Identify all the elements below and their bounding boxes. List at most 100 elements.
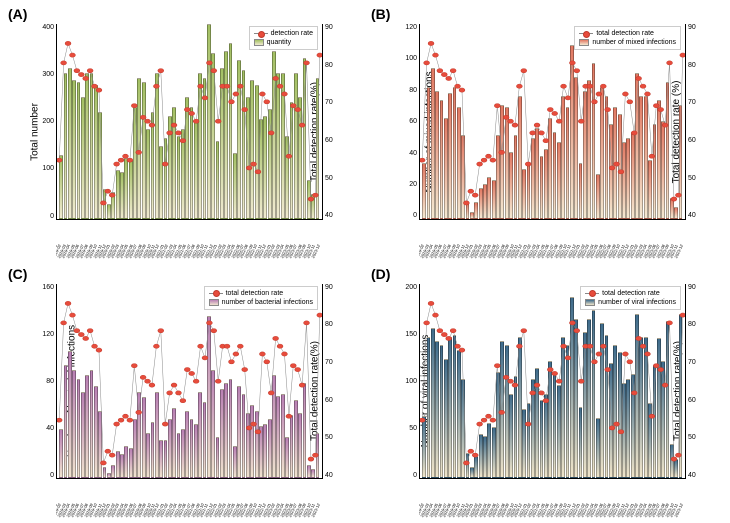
bar bbox=[177, 433, 181, 478]
legend-bar-label: number of mixed infections bbox=[592, 38, 676, 47]
legend-row-line: total detection rate bbox=[585, 289, 676, 298]
y-tick-right: 70 bbox=[688, 99, 706, 106]
bar bbox=[492, 427, 496, 478]
y-tick-left: 100 bbox=[395, 55, 417, 62]
bar bbox=[142, 82, 146, 218]
bar bbox=[635, 73, 639, 219]
bar bbox=[164, 138, 168, 218]
bar bbox=[609, 363, 613, 478]
chart-area: total detection ratenumber of bacterial … bbox=[56, 284, 323, 480]
y-tick-right: 50 bbox=[325, 175, 343, 182]
bar bbox=[587, 80, 591, 219]
bar bbox=[285, 136, 289, 219]
y-tick-left: 0 bbox=[395, 472, 417, 479]
bar bbox=[98, 411, 102, 478]
bar bbox=[311, 194, 315, 218]
bar bbox=[94, 85, 98, 219]
bar bbox=[600, 323, 604, 478]
y-tick-right: 60 bbox=[688, 137, 706, 144]
bar bbox=[224, 51, 228, 219]
bar bbox=[268, 419, 272, 478]
bar bbox=[470, 467, 474, 478]
legend: total detection ratenumber of mixed infe… bbox=[574, 26, 681, 50]
bar bbox=[298, 413, 302, 478]
y-tick-right: 50 bbox=[688, 434, 706, 441]
bar bbox=[492, 180, 496, 219]
bar bbox=[111, 192, 115, 219]
bar bbox=[566, 345, 570, 478]
bar bbox=[303, 383, 307, 478]
bar bbox=[159, 440, 163, 478]
bar bbox=[250, 80, 254, 219]
bar bbox=[483, 184, 487, 219]
x-ticks: 2019-012019-022019-032019-042019-052019-… bbox=[56, 481, 323, 519]
bar bbox=[427, 87, 431, 219]
y-tick-right: 50 bbox=[325, 434, 343, 441]
bar bbox=[622, 383, 626, 478]
chart-area: total detection ratenumber of viral infe… bbox=[419, 284, 686, 480]
bar bbox=[172, 107, 176, 219]
y-tick-left: 0 bbox=[32, 472, 54, 479]
panel-label: (B) bbox=[371, 6, 390, 22]
bar bbox=[440, 100, 444, 218]
legend-bar-label: quantity bbox=[267, 38, 292, 47]
bar bbox=[155, 73, 159, 219]
bar bbox=[592, 310, 596, 478]
bar bbox=[172, 408, 176, 478]
y-tick-right: 80 bbox=[325, 321, 343, 328]
legend: detection ratequantity bbox=[249, 26, 318, 50]
panel-label: (D) bbox=[371, 266, 390, 282]
bar bbox=[64, 365, 68, 478]
bar bbox=[229, 43, 233, 218]
bar bbox=[674, 459, 678, 478]
y-tick-left: 120 bbox=[395, 24, 417, 31]
bar bbox=[77, 82, 81, 218]
bar bbox=[596, 174, 600, 218]
bar bbox=[129, 160, 133, 218]
bar bbox=[587, 319, 591, 478]
bar bbox=[522, 169, 526, 219]
bar bbox=[626, 379, 630, 478]
bar bbox=[661, 121, 665, 218]
bar bbox=[146, 129, 150, 219]
bar bbox=[142, 397, 146, 478]
bar bbox=[155, 392, 159, 478]
bar bbox=[81, 392, 85, 478]
bar bbox=[474, 456, 478, 478]
bar bbox=[250, 405, 254, 478]
legend-line-icon bbox=[585, 293, 599, 294]
bar bbox=[666, 82, 670, 218]
bar bbox=[98, 112, 102, 219]
bar bbox=[220, 389, 224, 478]
legend-bar-icon bbox=[585, 299, 595, 306]
bar bbox=[124, 158, 128, 219]
bar bbox=[233, 446, 237, 478]
legend-row-line: total detection rate bbox=[579, 29, 676, 38]
bar bbox=[466, 453, 470, 478]
x-ticks: 2019-012019-022019-032019-042019-052019-… bbox=[419, 481, 686, 519]
bar bbox=[540, 156, 544, 219]
legend-bar-label: number of bacterial infections bbox=[222, 298, 313, 307]
bar bbox=[90, 73, 94, 219]
bar bbox=[168, 419, 172, 478]
bar bbox=[427, 337, 431, 478]
legend-row-bar: number of mixed infections bbox=[579, 38, 676, 47]
bar bbox=[635, 314, 639, 478]
bar bbox=[670, 198, 674, 219]
bar bbox=[613, 345, 617, 478]
bar bbox=[596, 418, 600, 478]
bar bbox=[574, 77, 578, 219]
bar bbox=[307, 180, 311, 219]
y-ticks-right: 405060708090 bbox=[325, 284, 343, 480]
bar bbox=[535, 368, 539, 479]
bar bbox=[116, 451, 120, 478]
y-tick-left: 160 bbox=[32, 284, 54, 291]
bar bbox=[514, 135, 518, 218]
bar bbox=[151, 112, 155, 219]
bar bbox=[177, 136, 181, 219]
bar bbox=[496, 135, 500, 218]
y-tick-right: 50 bbox=[688, 175, 706, 182]
bar bbox=[605, 96, 609, 218]
bar bbox=[151, 422, 155, 478]
legend-bar-icon bbox=[209, 299, 219, 306]
